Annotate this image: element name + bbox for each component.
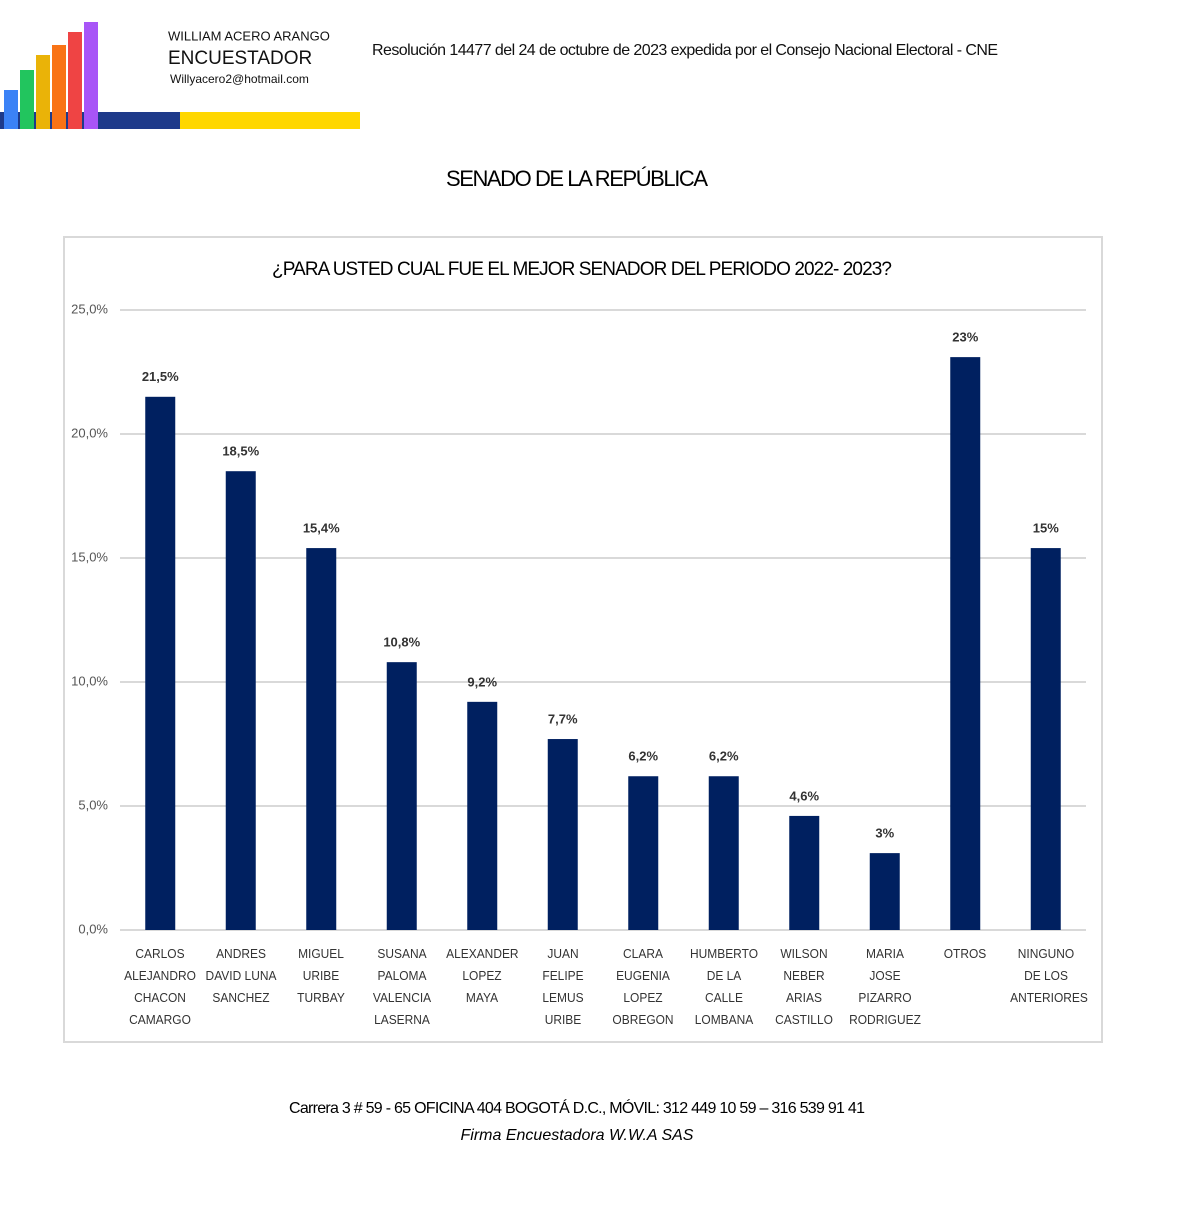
bar — [708, 776, 739, 930]
logo-figure — [68, 32, 82, 129]
bar — [1030, 548, 1061, 930]
data-label: 15% — [1033, 521, 1059, 536]
y-tick-label: 0,0% — [78, 921, 108, 936]
y-tick-label: 15,0% — [71, 549, 108, 564]
chart-title: ¿PARA USTED CUAL FUE EL MEJOR SENADOR DE… — [272, 259, 892, 280]
header-role: ENCUESTADOR — [168, 48, 312, 69]
data-label: 9,2% — [467, 674, 497, 689]
data-label: 18,5% — [222, 444, 259, 459]
x-tick-label: MARIA JOSE PIZARRO RODRIGUEZ — [848, 946, 921, 1027]
section-title: SENADO DE LA REPÚBLICA — [446, 166, 708, 191]
footer-firm: Firma Encuestadora W.W.A SAS — [461, 1127, 694, 1144]
data-label: 3% — [875, 826, 894, 841]
bar — [547, 739, 578, 930]
footer-address: Carrera 3 # 59 - 65 OFICINA 404 BOGOTÁ D… — [289, 1098, 865, 1117]
x-tick-label: NINGUNO DE LOS ANTERIORES — [1009, 946, 1088, 1005]
bar — [467, 701, 498, 930]
y-tick-label: 10,0% — [71, 673, 108, 688]
data-label: 6,2% — [628, 749, 658, 764]
x-tick-label: WILSON NEBER ARIAS CASTILLO — [775, 946, 834, 1027]
logo-figure — [52, 45, 66, 129]
data-label: 23% — [952, 330, 978, 345]
logo-figure — [4, 90, 18, 129]
chart-frame — [63, 236, 1103, 1043]
header-resolution: Resolución 14477 del 24 de octubre de 20… — [372, 42, 998, 59]
header-name: WILLIAM ACERO ARANGO — [168, 28, 330, 43]
bar — [869, 853, 900, 930]
bar — [145, 396, 176, 930]
logo-figure — [20, 70, 34, 129]
x-tick-label: OTROS — [943, 946, 987, 961]
y-tick-label: 25,0% — [71, 301, 108, 316]
bar — [628, 776, 659, 930]
x-tick-label: JUAN FELIPE LEMUS URIBE — [542, 946, 584, 1027]
x-tick-label: CARLOS ALEJANDRO CHACON CAMARGO — [124, 946, 197, 1027]
bar — [386, 662, 417, 930]
bar — [789, 815, 820, 930]
bar — [306, 548, 337, 930]
bar — [950, 357, 981, 930]
logo-figure — [36, 55, 50, 129]
y-tick-label: 5,0% — [78, 797, 108, 812]
data-label: 4,6% — [789, 788, 819, 803]
header-email: Willyacero2@hotmail.com — [170, 72, 309, 86]
x-tick-label: CLARA EUGENIA LOPEZ OBREGON — [612, 946, 674, 1027]
logo — [0, 22, 360, 129]
x-tick-label: MIGUEL URIBE TURBAY — [297, 946, 346, 1005]
y-tick-label: 20,0% — [71, 425, 108, 440]
data-label: 15,4% — [303, 521, 340, 536]
x-tick-label: ALEXANDER LOPEZ MAYA — [446, 946, 519, 1005]
x-tick-label: ANDRES DAVID LUNA SANCHEZ — [205, 946, 277, 1005]
data-label: 6,2% — [709, 749, 739, 764]
data-label: 7,7% — [548, 711, 578, 726]
data-label: 21,5% — [142, 369, 179, 384]
bar — [225, 471, 256, 930]
data-label: 10,8% — [383, 635, 420, 650]
logo-figure — [84, 22, 98, 129]
x-tick-label: SUSANA PALOMA VALENCIA LASERNA — [372, 946, 431, 1027]
x-tick-label: HUMBERTO DE LA CALLE LOMBANA — [689, 946, 758, 1027]
